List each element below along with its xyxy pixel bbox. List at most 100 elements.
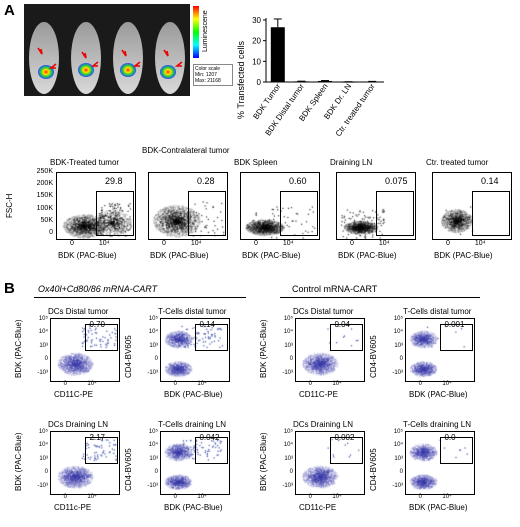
flow-b-gate-value: 0.70 xyxy=(89,320,106,329)
flow-b-xtick: 10⁴ xyxy=(87,494,97,500)
mouse-3 xyxy=(113,22,143,94)
flow-a-panel-title: Ctr. treated tumor xyxy=(426,158,489,167)
flow-b-ytick: 10⁵ xyxy=(38,429,48,435)
flow-b-ytick: -10³ xyxy=(392,369,403,376)
flow-b-ylabel: CD4-BV605 xyxy=(369,335,378,378)
flow-a-xlabel: BDK (PAC-Blue) xyxy=(242,251,301,260)
panel-b-label: B xyxy=(4,280,15,297)
flow-b-xtick: 10⁴ xyxy=(442,381,452,387)
bar xyxy=(270,27,285,82)
flow-a-ytick: 0 xyxy=(49,229,53,237)
flow-b-xlabel: CD11C-PE xyxy=(299,390,338,399)
flow-b-ytick: -10³ xyxy=(37,482,48,489)
flow-b-ytick: 0 xyxy=(289,356,293,363)
flow-b-panel-title: DCs Draining LN xyxy=(293,420,354,429)
color-scale-legend: Color scale Min: 1207 Max: 21168 xyxy=(193,64,233,86)
bar xyxy=(318,80,332,82)
flow-b-xtick: 10⁴ xyxy=(197,494,207,500)
color-scale-label: Color scale xyxy=(195,66,221,72)
fsc-axis-label: FSC-H xyxy=(5,193,14,218)
flow-b-ytick: 10³ xyxy=(149,342,158,349)
flow-a-plot xyxy=(432,172,512,240)
flow-b-ytick: 10⁵ xyxy=(148,316,158,322)
flow-b-ytick: 0 xyxy=(399,469,403,476)
bioluminescence-image xyxy=(24,4,190,96)
flow-a-gate xyxy=(96,191,134,236)
flow-b-xtick: 0 xyxy=(63,494,67,500)
flow-a-gate-value: 0.14 xyxy=(481,176,499,186)
flow-b-panel-title: DCs Distal tumor xyxy=(293,307,354,316)
flow-b-xlabel: CD11c-PE xyxy=(54,503,92,512)
flow-b-gate-value: 2.17 xyxy=(89,433,106,442)
flow-a-xtick: 10⁴ xyxy=(282,240,294,247)
flow-b-plot xyxy=(160,318,230,382)
flow-b-xlabel: CD11C-PE xyxy=(54,390,93,399)
flow-b-ytick: 10⁴ xyxy=(38,442,48,449)
flow-a-gate xyxy=(376,191,414,236)
flow-a-gate-value: 0.60 xyxy=(289,176,307,186)
flow-b-ytick: -10³ xyxy=(282,369,293,376)
flow-b-ytick: 10⁵ xyxy=(393,316,403,322)
flow-b-ytick: 10⁵ xyxy=(38,316,48,322)
flow-b-ylabel: CD4-BV605 xyxy=(124,335,133,378)
flow-b-ytick: 10⁴ xyxy=(393,329,403,336)
transfected-cells-bar-chart: % Transfected cells 0 10 20 30 BDK TumorBDK… xyxy=(236,16,384,138)
panel-a-label: A xyxy=(4,2,15,19)
right-group-underline xyxy=(280,297,480,298)
flow-b-ytick: 10⁵ xyxy=(283,429,293,435)
flow-b-plot xyxy=(295,431,365,495)
flow-b-plot xyxy=(50,431,120,495)
flow-b-xtick: 0 xyxy=(173,381,177,387)
flow-b-ytick: 10⁵ xyxy=(393,429,403,435)
flow-b-gate xyxy=(85,323,119,351)
flow-b-xtick: 10⁴ xyxy=(442,494,452,500)
flow-a-ytick: 50K xyxy=(40,216,53,224)
flow-b-plot xyxy=(50,318,120,382)
flow-b-ytick: -10³ xyxy=(282,482,293,489)
flow-a-plot xyxy=(56,172,136,240)
flow-b-gate-value: 0.04 xyxy=(334,320,351,329)
bar xyxy=(294,81,309,83)
flow-b-xtick: 10⁴ xyxy=(332,381,342,387)
flow-b-xlabel: CD11c-PE xyxy=(299,503,337,512)
flow-b-xtick: 0 xyxy=(173,494,177,500)
color-max-label: Max: 21168 xyxy=(195,78,221,84)
flow-a-plot xyxy=(336,172,416,240)
flow-a-xtick: 10⁴ xyxy=(190,240,202,247)
flow-b-ytick: 0 xyxy=(44,469,48,476)
flow-b-gate-value: 0.0 xyxy=(444,433,456,442)
flow-b-xlabel: BDK (PAC-Blue) xyxy=(409,503,468,512)
flow-a-ytick: 200K xyxy=(36,180,53,188)
flow-a-panel-title: Draining LN xyxy=(330,158,373,167)
flow-a-xtick: 0 xyxy=(70,240,74,247)
bar xyxy=(365,81,380,83)
flow-b-plot xyxy=(160,431,230,495)
flow-a-ytick: 250K xyxy=(36,168,53,175)
bar-chart-bars xyxy=(270,18,380,83)
flow-b-gate xyxy=(330,323,364,351)
mice-luminescence-drawing xyxy=(29,22,185,94)
flow-a-panel-title: BDK-Treated tumor xyxy=(50,158,120,167)
flow-b-panel-title: T-Cells draining LN xyxy=(403,420,472,429)
flow-b-ytick: 10³ xyxy=(39,455,48,462)
flow-b-gate-value: 0.001 xyxy=(444,320,465,329)
mouse-2 xyxy=(71,22,101,94)
flow-b-xtick: 0 xyxy=(418,494,422,500)
flow-a-ytick: 100K xyxy=(36,204,53,212)
flow-b-ytick: -10³ xyxy=(37,369,48,376)
flow-a-gate-value: 0.28 xyxy=(197,176,215,186)
flow-a-plot xyxy=(240,172,320,240)
flow-a-xtick: 10⁴ xyxy=(378,240,390,247)
flow-b-ytick: -10³ xyxy=(392,482,403,489)
flow-a-ytick: 150K xyxy=(36,192,53,200)
flow-a-gate xyxy=(188,191,226,236)
flow-b-ytick: 10⁴ xyxy=(393,442,403,449)
flow-b-xlabel: BDK (PAC-Blue) xyxy=(164,390,223,399)
bar-y-tick-label: 30 xyxy=(252,16,261,25)
flow-b-ytick: 10⁵ xyxy=(283,316,293,322)
flow-b-ylabel: BDK (PAC-Blue) xyxy=(259,319,268,378)
flow-b-ytick: 10³ xyxy=(39,342,48,349)
flow-a-xtick: 10⁴ xyxy=(98,240,110,247)
flow-b-ytick: -10³ xyxy=(147,482,158,489)
